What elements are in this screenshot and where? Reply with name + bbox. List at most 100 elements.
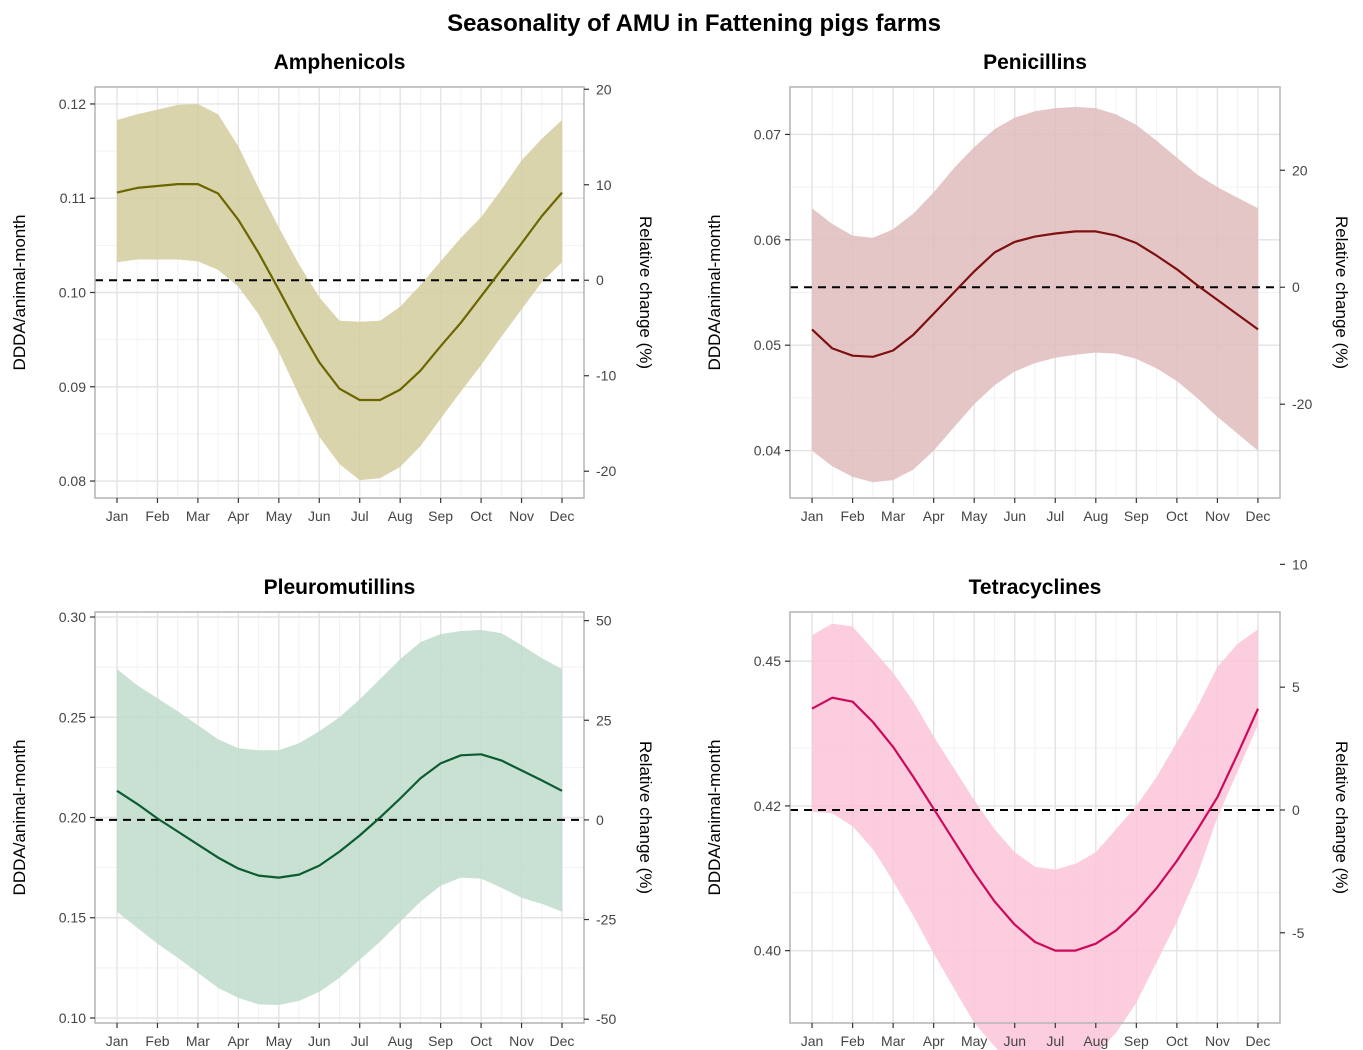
x-tick-label: Jul <box>351 508 369 524</box>
y2-tick-label: 10 <box>1292 556 1308 572</box>
y2-tick-label: -20 <box>1292 396 1312 412</box>
x-tick-label: Apr <box>227 1033 249 1049</box>
x-tick-label: Nov <box>1205 1033 1230 1049</box>
series-line <box>811 230 1259 358</box>
panel-border <box>789 611 1281 1024</box>
y-tick-label: 0.20 <box>59 810 86 826</box>
x-tick-label: May <box>266 1033 292 1049</box>
x-tick-label: Mar <box>186 508 210 524</box>
x-tick-label: Dec <box>550 1033 575 1049</box>
y2-tick-label: 0 <box>596 812 604 828</box>
panel-title: Amphenicols <box>274 51 406 74</box>
y2-tick-label: -5 <box>1292 925 1305 941</box>
x-tick-label: Apr <box>923 1033 945 1049</box>
x-tick-label: Oct <box>1166 1033 1188 1049</box>
x-tick-label: Jan <box>106 1033 129 1049</box>
x-tick-label: Feb <box>841 508 865 524</box>
x-tick-label: Apr <box>923 508 945 524</box>
x-tick-label: Sep <box>428 508 453 524</box>
y2-tick-label: 25 <box>596 712 612 728</box>
x-tick-label: Mar <box>881 1033 905 1049</box>
y-tick-label: 0.04 <box>754 443 781 459</box>
y2-tick-label: -50 <box>596 1011 616 1027</box>
y2-axis-label: Relative change (%) <box>1332 216 1351 369</box>
y2-tick-label: 0 <box>1292 279 1300 295</box>
x-tick-label: Dec <box>1245 1033 1270 1049</box>
y-axis-label: DDDA/animal-month <box>705 215 724 371</box>
panel-border <box>789 86 1281 499</box>
x-tick-label: Jun <box>308 1033 331 1049</box>
x-tick-label: Jun <box>1003 1033 1026 1049</box>
y2-tick-label: -10 <box>596 368 616 384</box>
y-tick-label: 0.07 <box>754 126 781 142</box>
panel-title: Tetracyclines <box>969 576 1102 599</box>
y-tick-label: 0.11 <box>60 190 86 206</box>
x-tick-label: Jun <box>1003 508 1026 524</box>
y2-tick-label: 10 <box>596 177 612 193</box>
series-line <box>116 753 563 879</box>
y-axis-label: DDDA/animal-month <box>705 740 724 896</box>
x-tick-label: Jan <box>106 508 129 524</box>
y2-tick-label: -10 <box>1292 1048 1312 1050</box>
x-tick-label: Sep <box>1124 508 1149 524</box>
y-tick-label: 0.10 <box>59 285 86 301</box>
panel-title: Pleuromutillins <box>264 576 416 599</box>
chart-panel-2: 0.04 0.05 0.06 0.07 -20 0 20 Jan Feb Mar Apr May Jun… <box>705 51 1351 524</box>
confidence-band <box>117 104 562 481</box>
x-tick-label: Aug <box>388 508 413 524</box>
x-tick-label: Nov <box>509 1033 534 1049</box>
series-line <box>811 696 1260 952</box>
figure-title: Seasonality of AMU in Fattening pigs far… <box>447 10 941 37</box>
y2-tick-label: 50 <box>596 613 612 629</box>
y-tick-label: 0.09 <box>59 379 86 395</box>
y-tick-label: 0.45 <box>754 653 781 669</box>
y2-axis-label: Relative change (%) <box>636 741 655 894</box>
x-tick-label: Mar <box>186 1033 210 1049</box>
y-axis-label: DDDA/animal-month <box>10 740 29 896</box>
series-line <box>116 183 563 402</box>
x-tick-label: Nov <box>1205 508 1230 524</box>
x-tick-label: Sep <box>428 1033 453 1049</box>
y2-tick-label: -20 <box>596 463 616 479</box>
chart-panel-1: 0.08 0.09 0.10 0.11 0.12 -20 -10 0 10 20 Jan Feb Mar… <box>10 51 655 524</box>
y2-tick-label: 0 <box>1292 802 1300 818</box>
confidence-band <box>812 623 1258 1050</box>
x-tick-label: May <box>961 1033 987 1049</box>
y-tick-label: 0.05 <box>754 337 781 353</box>
x-tick-label: Mar <box>881 508 905 524</box>
y-tick-label: 0.12 <box>59 96 86 112</box>
x-tick-label: Feb <box>145 508 169 524</box>
y-tick-label: 0.42 <box>754 798 781 814</box>
x-tick-label: Dec <box>1245 508 1270 524</box>
y2-tick-label: -25 <box>596 912 616 928</box>
y-tick-label: 0.15 <box>59 910 86 926</box>
panels: 0.08 0.09 0.10 0.11 0.12 -20 -10 0 10 20 Jan Feb Mar… <box>10 51 1351 1050</box>
x-tick-label: Jan <box>801 508 824 524</box>
confidence-band <box>117 630 562 1005</box>
x-tick-label: Feb <box>145 1033 169 1049</box>
y-axis-label: DDDA/animal-month <box>10 215 29 371</box>
x-tick-label: Aug <box>388 1033 413 1049</box>
x-tick-label: Jul <box>1046 508 1064 524</box>
y2-tick-label: 20 <box>596 81 612 97</box>
x-tick-label: Dec <box>550 508 575 524</box>
y2-tick-label: 20 <box>1292 162 1308 178</box>
y-tick-label: 0.08 <box>59 473 86 489</box>
y-tick-label: 0.30 <box>59 609 86 625</box>
y2-tick-label: 5 <box>1292 679 1300 695</box>
x-tick-label: May <box>266 508 292 524</box>
x-tick-label: Feb <box>841 1033 865 1049</box>
panel-title: Penicillins <box>983 51 1087 74</box>
x-tick-label: Oct <box>1166 508 1188 524</box>
confidence-band <box>812 107 1258 483</box>
y2-axis-label: Relative change (%) <box>636 216 655 369</box>
x-tick-label: Sep <box>1124 1033 1149 1049</box>
x-tick-label: Aug <box>1083 1033 1108 1049</box>
x-tick-label: Jul <box>1046 1033 1064 1049</box>
x-tick-label: Jan <box>801 1033 824 1049</box>
x-tick-label: Apr <box>227 508 249 524</box>
chart-panel-4: 0.40 0.42 0.45 -10 -5 0 5 10 Jan Feb Mar Apr May Jun J… <box>705 556 1351 1050</box>
x-tick-label: Oct <box>470 1033 492 1049</box>
x-tick-label: May <box>961 508 987 524</box>
